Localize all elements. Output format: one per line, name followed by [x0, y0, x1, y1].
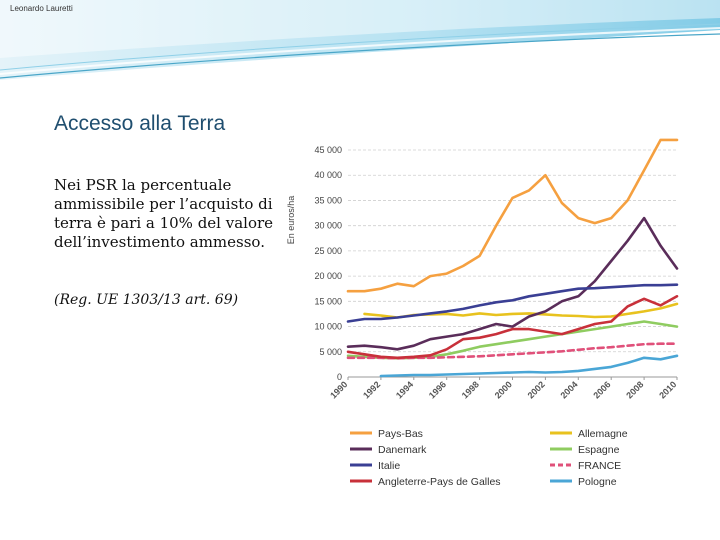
y-tick-label: 10 000 [314, 322, 342, 332]
regulation-reference: (Reg. UE 1303/13 art. 69) [54, 292, 239, 308]
y-tick-label: 30 000 [314, 221, 342, 231]
body-text: Nei PSR la percentuale ammissibile per l… [54, 176, 274, 251]
slide-title: Accesso alla Terra [54, 112, 226, 135]
series-line-angleterre-pays-de-galles [346, 295, 679, 360]
y-axis-label: En euros/ha [286, 196, 296, 245]
legend-label-pays-bas: Pays-Bas [378, 428, 423, 440]
header-wave-decoration [0, 0, 720, 80]
y-tick-label: 35 000 [314, 195, 342, 205]
y-tick-label: 15 000 [314, 296, 342, 306]
legend-label-italie: Italie [378, 460, 400, 472]
y-tick-label: 45 000 [314, 145, 342, 155]
land-price-line-chart: En euros/ha 0 5 000 10 000 15 000 20 000 25 0… [280, 130, 690, 495]
legend-label-espagne: Espagne [578, 444, 620, 456]
y-tick-label: 5 000 [319, 347, 342, 357]
y-tick-label: 0 [337, 372, 342, 382]
y-tick-label: 20 000 [314, 271, 342, 281]
legend-label-allemagne: Allemagne [578, 428, 628, 440]
series-line-danemark [346, 216, 679, 351]
legend-label-angleterre-pays-de-galles: Angleterre-Pays de Galles [378, 476, 501, 488]
legend-label-france: FRANCE [578, 460, 621, 472]
y-tick-label: 40 000 [314, 170, 342, 180]
series-line-italie [346, 283, 679, 323]
y-tick-label: 25 000 [314, 246, 342, 256]
legend-label-pologne: Pologne [578, 476, 617, 488]
author-name: Leonardo Lauretti [10, 4, 73, 13]
legend-label-danemark: Danemark [378, 444, 427, 456]
series-line-pologne [379, 354, 679, 378]
series-line-pays-bas [346, 138, 679, 293]
